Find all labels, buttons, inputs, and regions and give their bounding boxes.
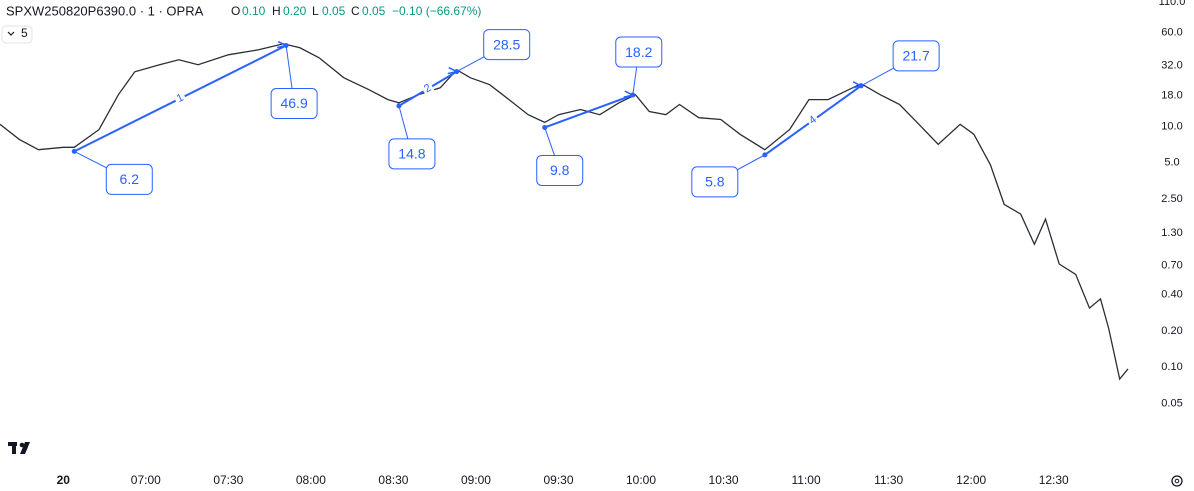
- y-tick-label: 18.0: [1161, 90, 1182, 102]
- y-tick-label: 0.70: [1161, 259, 1182, 271]
- y-tick-label: 1.30: [1161, 227, 1182, 239]
- pivot-point: [71, 148, 77, 154]
- callout-box: [483, 29, 531, 61]
- leg-label-bg: [172, 89, 188, 107]
- x-tick-label: 07:00: [131, 473, 161, 487]
- y-tick-label: 110.0: [1159, 0, 1186, 8]
- x-tick-label: 11:00: [792, 473, 821, 487]
- x-tick-label: 12:30: [1039, 473, 1069, 487]
- x-tick-label: 09:30: [543, 473, 573, 487]
- trend-line: [544, 94, 634, 129]
- callout-box: [105, 163, 153, 195]
- indicator-chip[interactable]: [1, 25, 33, 44]
- callout-box: [892, 40, 940, 72]
- pivot-point: [396, 103, 402, 109]
- y-tick-label: 2.50: [1161, 193, 1182, 205]
- callout-box: [536, 154, 584, 186]
- price-line: [0, 43, 1129, 381]
- open-label: O: [231, 4, 240, 18]
- settings-icon[interactable]: [1171, 475, 1183, 487]
- high-label: H: [272, 4, 281, 18]
- leg-label: 2: [422, 82, 433, 95]
- high: 0.20: [283, 4, 307, 18]
- callout-label: 18.2: [625, 44, 652, 60]
- callout-label: 5.8: [705, 174, 725, 190]
- callout-box: [615, 36, 663, 68]
- close: 0.05: [362, 4, 386, 18]
- leg-label-bg: [804, 111, 822, 129]
- close-label: C: [351, 4, 360, 18]
- x-tick-label: 08:30: [378, 473, 408, 487]
- leg-label: 1: [175, 92, 186, 105]
- callout-label: 14.8: [398, 146, 425, 162]
- x-tick-label: 12:00: [956, 473, 986, 487]
- chevron: [7, 31, 15, 36]
- callout-box: [270, 88, 318, 120]
- change: −0.10 (−66.67%): [392, 4, 481, 18]
- pivot-point: [283, 43, 289, 49]
- x-tick-label: 09:00: [461, 473, 491, 487]
- y-tick-label: 60.0: [1161, 27, 1182, 39]
- y-tick-label: 32.0: [1161, 59, 1182, 71]
- x-tick-label: 20: [57, 473, 71, 487]
- y-tick-label: 0.40: [1161, 289, 1182, 301]
- indicator-count: 5: [21, 26, 28, 40]
- pivot-point: [858, 83, 864, 89]
- low: 0.05: [322, 4, 346, 18]
- callout-label: 6.2: [120, 171, 140, 187]
- y-tick-label: 0.05: [1161, 397, 1182, 409]
- callout-label: 28.5: [493, 36, 520, 52]
- y-tick-label: 10.0: [1161, 120, 1182, 132]
- pivot-point: [630, 92, 636, 98]
- symbol[interactable]: SPXW250820P6390.0 · 1 · OPRA: [6, 3, 204, 18]
- x-tick-label: 10:30: [709, 473, 739, 487]
- pivot-point: [542, 124, 548, 130]
- leg-label: 4: [807, 114, 819, 127]
- x-tick-label: 10:00: [626, 473, 656, 487]
- callout-label: 9.8: [550, 162, 570, 178]
- pivot-point: [762, 152, 768, 158]
- pivot-point: [454, 69, 460, 75]
- callout-label: 46.9: [280, 95, 307, 111]
- y-tick-label: 0.20: [1161, 325, 1182, 337]
- callout-box: [388, 138, 436, 170]
- y-tick-label: 5.0: [1164, 157, 1179, 169]
- y-tick-label: 0.10: [1161, 361, 1182, 373]
- logo: [8, 442, 30, 454]
- x-tick-label: 08:00: [296, 473, 326, 487]
- callout-box: [691, 166, 739, 198]
- callout-label: 21.7: [902, 48, 929, 64]
- open: 0.10: [242, 4, 266, 18]
- leg-label-bg: [419, 80, 436, 98]
- low-label: L: [312, 4, 319, 18]
- x-tick-label: 07:30: [213, 473, 243, 487]
- x-tick-label: 11:30: [874, 473, 903, 487]
